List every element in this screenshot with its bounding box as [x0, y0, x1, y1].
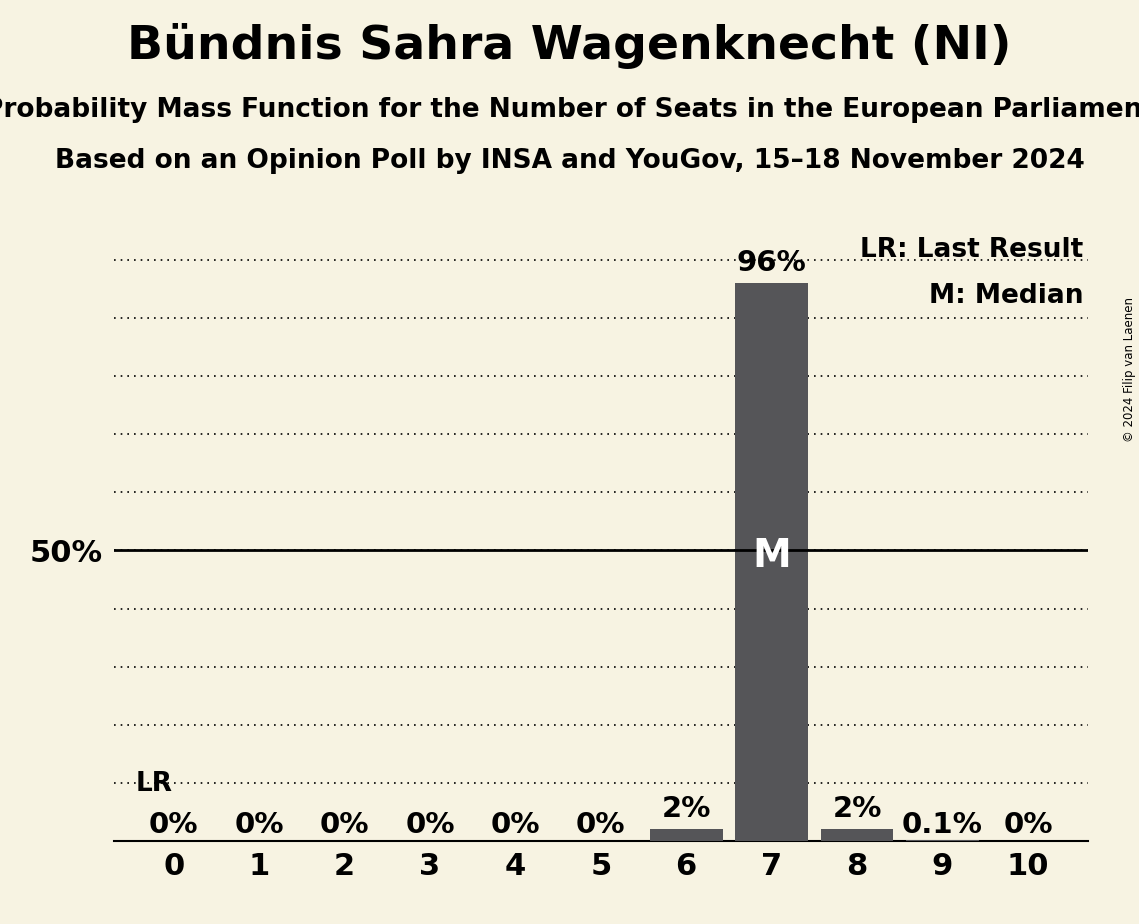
Text: © 2024 Filip van Laenen: © 2024 Filip van Laenen: [1123, 298, 1137, 442]
Bar: [736, 284, 808, 841]
Bar: [650, 829, 722, 841]
Text: 0%: 0%: [320, 810, 369, 838]
Text: Based on an Opinion Poll by INSA and YouGov, 15–18 November 2024: Based on an Opinion Poll by INSA and You…: [55, 148, 1084, 174]
Text: 96%: 96%: [737, 249, 806, 277]
Text: 0%: 0%: [491, 810, 540, 838]
Text: 0.1%: 0.1%: [902, 810, 983, 838]
Text: 0%: 0%: [576, 810, 625, 838]
Text: 2%: 2%: [662, 796, 711, 823]
Text: 0%: 0%: [235, 810, 284, 838]
Text: 0%: 0%: [1003, 810, 1052, 838]
Text: 0%: 0%: [149, 810, 198, 838]
Text: 2%: 2%: [833, 796, 882, 823]
Text: Bündnis Sahra Wagenknecht (NI): Bündnis Sahra Wagenknecht (NI): [128, 23, 1011, 69]
Text: LR: LR: [136, 772, 172, 797]
Bar: [821, 829, 893, 841]
Text: M: Median: M: Median: [929, 284, 1083, 310]
Text: Probability Mass Function for the Number of Seats in the European Parliament: Probability Mass Function for the Number…: [0, 97, 1139, 123]
Text: 0%: 0%: [405, 810, 454, 838]
Text: M: M: [752, 537, 792, 576]
Text: LR: Last Result: LR: Last Result: [860, 237, 1083, 262]
